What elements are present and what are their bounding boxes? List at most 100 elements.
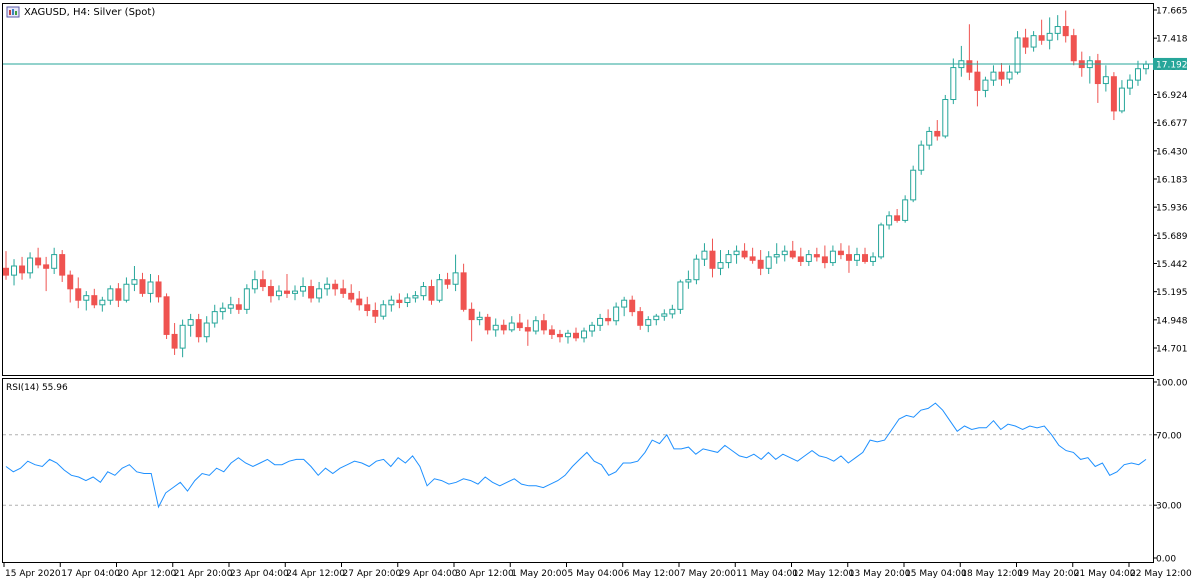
candle-body: [870, 256, 877, 262]
candle: [990, 65, 997, 86]
candle-body: [364, 304, 371, 311]
candle: [1143, 60, 1149, 75]
candle-body: [75, 288, 82, 301]
candle: [75, 277, 82, 309]
candle: [693, 254, 700, 285]
candle: [1054, 15, 1061, 41]
candle-body: [829, 250, 836, 264]
candle: [532, 316, 539, 335]
candle: [300, 277, 307, 297]
rsi-level-lines: [3, 434, 1153, 506]
price-tick-label: 14.948: [1156, 316, 1188, 326]
candle-body: [532, 320, 539, 332]
candle-body: [693, 258, 700, 281]
candle-body: [524, 327, 531, 332]
candle: [958, 45, 965, 77]
candle-body: [163, 296, 170, 335]
candle-body: [27, 257, 34, 274]
candle-body: [717, 262, 724, 269]
candle-body: [99, 299, 106, 306]
candle: [3, 251, 9, 280]
candle: [203, 316, 210, 343]
candle: [292, 285, 299, 301]
candle-body: [637, 311, 644, 326]
candle: [1118, 80, 1125, 114]
candle-body: [348, 292, 355, 300]
candle-body: [195, 319, 202, 338]
candle: [564, 329, 571, 344]
candle: [283, 273, 290, 298]
candle-body: [629, 299, 636, 313]
candle: [878, 222, 885, 260]
candle: [412, 291, 419, 303]
candle-body: [380, 304, 387, 317]
candle: [982, 76, 989, 98]
candle: [267, 279, 274, 303]
candle-body: [468, 308, 475, 321]
candle-body: [476, 316, 483, 321]
candle-body: [853, 254, 860, 261]
candle: [894, 208, 901, 223]
candle-body: [332, 283, 339, 290]
candle: [821, 245, 828, 269]
candle: [404, 293, 411, 308]
candle: [67, 270, 74, 303]
candle: [934, 120, 941, 141]
candle: [35, 247, 42, 269]
candle: [364, 296, 371, 317]
candle-body: [1006, 71, 1013, 80]
candle-body: [500, 324, 507, 331]
candle: [139, 272, 146, 297]
time-tick-label: 18 May 12:00: [961, 569, 1023, 579]
candle-body: [621, 299, 628, 308]
price-tick-label: 17.665: [1156, 7, 1188, 17]
candle-body: [878, 224, 885, 258]
candle-body: [35, 257, 42, 266]
candle: [83, 291, 90, 311]
candle-body: [556, 333, 563, 338]
candle-body: [685, 279, 692, 283]
candle: [1086, 56, 1093, 84]
candle: [998, 63, 1005, 86]
candle: [27, 252, 34, 279]
candle-body: [845, 254, 852, 261]
candle-body: [428, 286, 435, 301]
candle-body: [573, 332, 579, 339]
candle-body: [292, 290, 299, 294]
candle-body: [564, 332, 571, 338]
candle: [797, 247, 804, 267]
candle: [733, 245, 740, 264]
candle: [1134, 60, 1141, 86]
candle: [476, 311, 483, 326]
candle-body: [251, 279, 258, 290]
candle: [573, 327, 579, 342]
candle-body: [308, 286, 315, 299]
price-tick-label: 15.936: [1156, 204, 1188, 214]
candle: [1062, 10, 1069, 43]
candle-body: [653, 315, 660, 321]
candle: [388, 295, 395, 312]
candle: [436, 273, 443, 303]
candle-body: [235, 304, 242, 310]
candle-body: [147, 281, 154, 294]
time-tick-label: 11 May 04:00: [736, 569, 798, 579]
candle: [556, 329, 563, 343]
candle-body: [709, 250, 716, 269]
candle-body: [974, 71, 981, 91]
candle: [605, 309, 612, 326]
candle: [195, 313, 202, 343]
candle: [211, 304, 218, 328]
candle: [669, 304, 676, 319]
rsi-axis: 100.00 70.00 30.00 0.00: [1153, 379, 1188, 565]
candle: [219, 302, 226, 320]
candle: [43, 256, 50, 292]
rsi-series: [5, 402, 1147, 509]
candle-body: [219, 307, 226, 313]
candle-body: [396, 299, 403, 304]
candle: [500, 319, 507, 335]
candle: [516, 313, 523, 332]
candle-body: [11, 265, 18, 276]
candle-body: [324, 283, 331, 290]
candle: [155, 275, 162, 303]
price-tick-label: 16.677: [1156, 119, 1188, 129]
